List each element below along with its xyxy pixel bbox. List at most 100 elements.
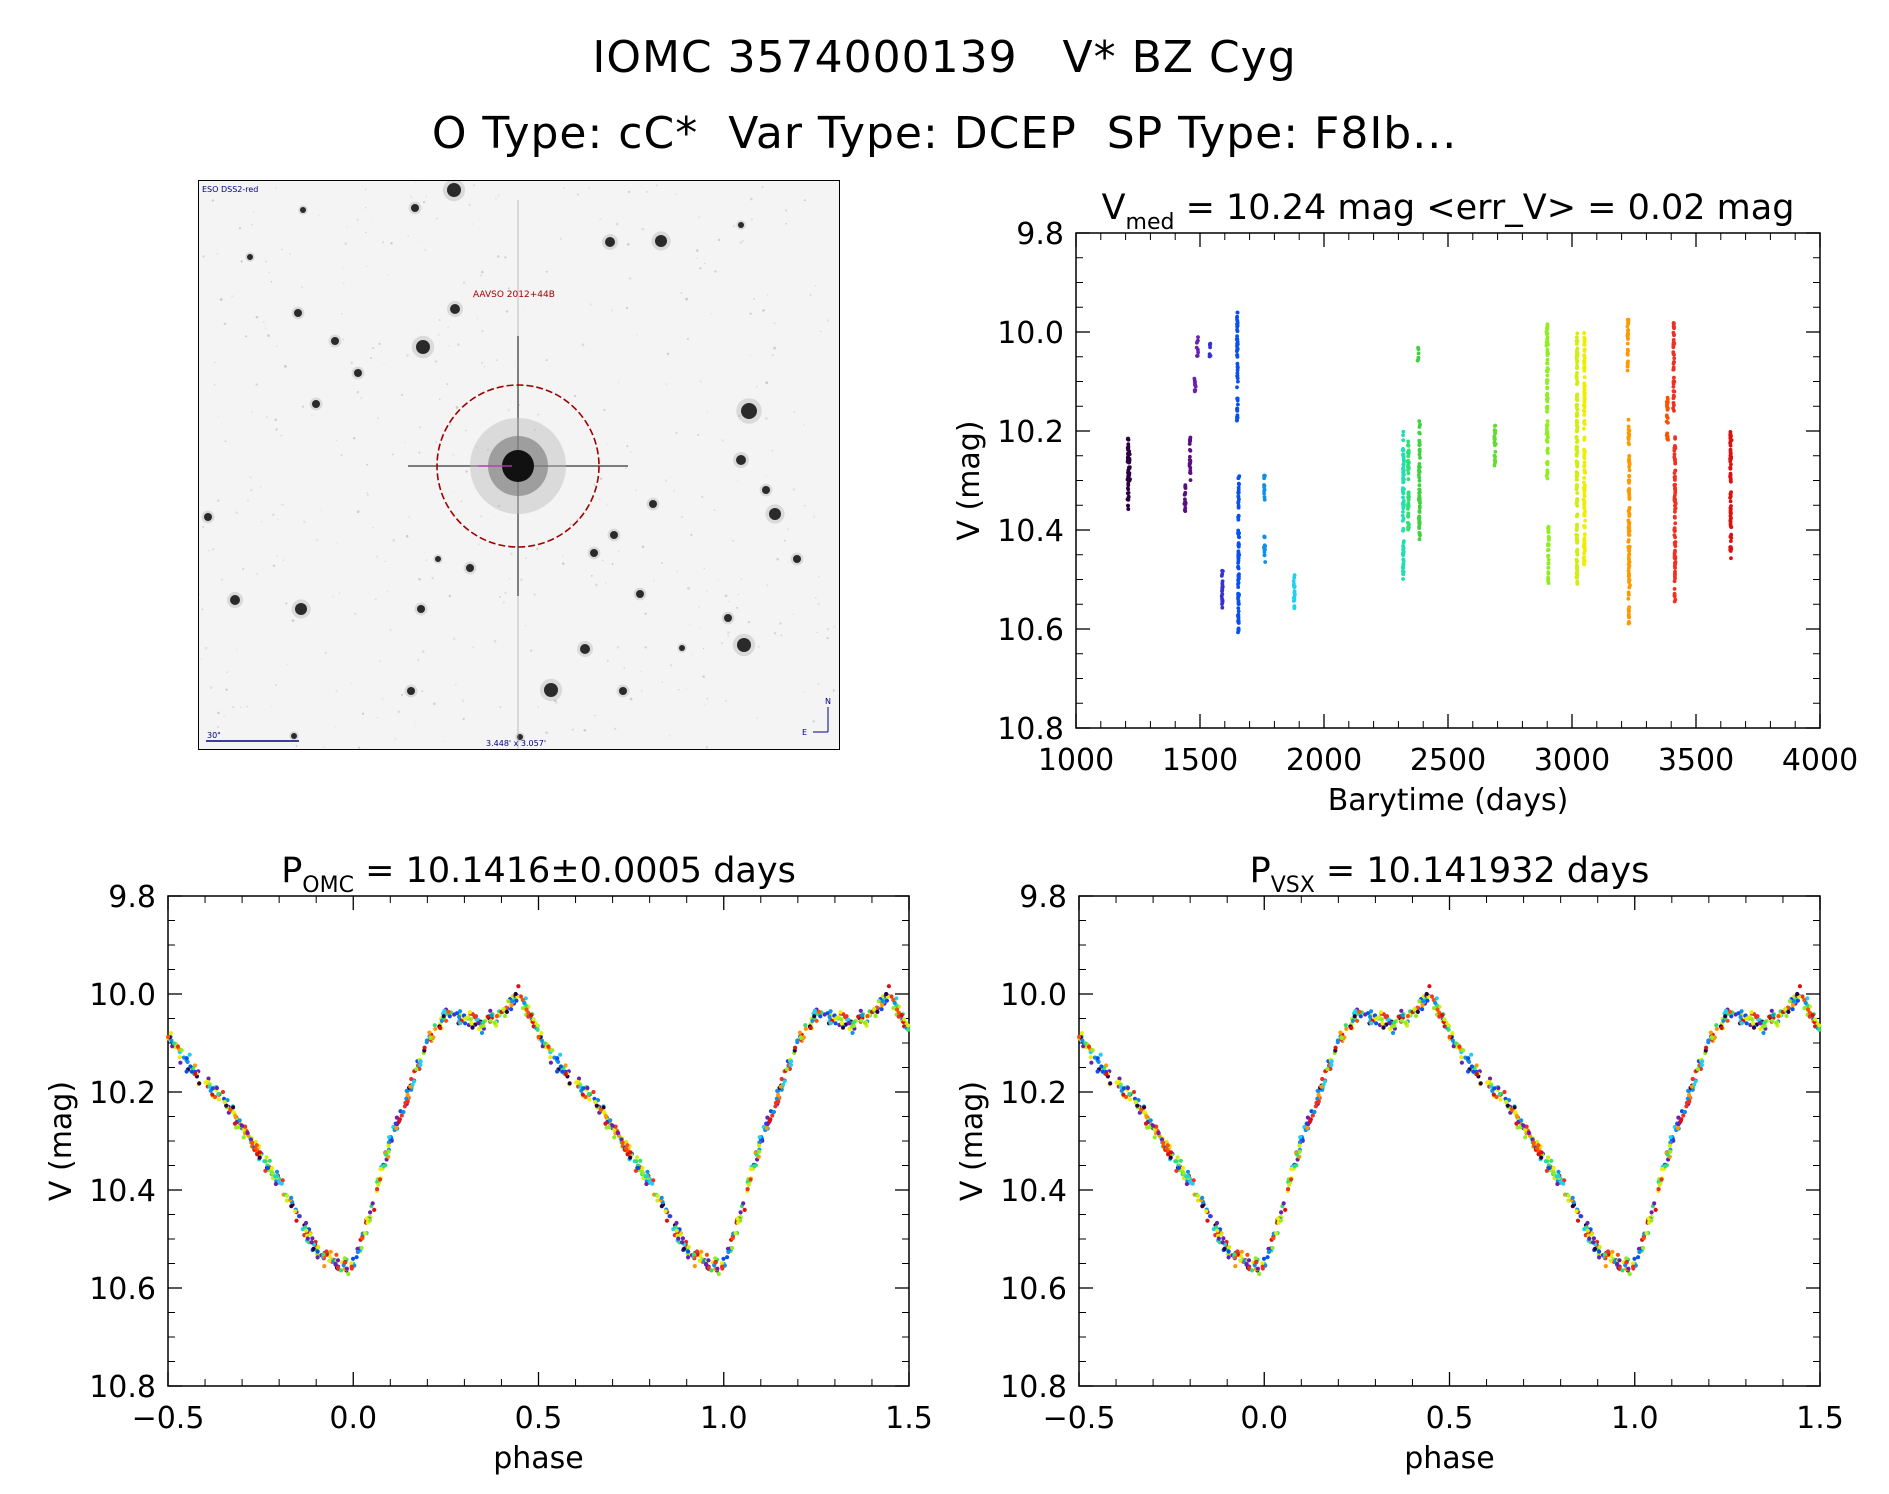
data-point [1582,463,1587,468]
noise-speck [737,593,739,596]
data-point [273,1181,278,1187]
data-point [1262,548,1267,552]
noise-speck [785,222,788,225]
data-point [1671,393,1676,398]
data-point [1308,1117,1313,1122]
noise-speck [817,602,820,606]
data-point [300,1227,305,1232]
data-point [488,1008,493,1013]
noise-speck [217,711,220,715]
data-point [1098,1052,1103,1057]
data-point [402,1104,407,1109]
data-point [1545,385,1549,390]
noise-speck [213,383,216,386]
data-point [1127,1092,1132,1097]
noise-speck [380,350,383,352]
data-point [386,1149,391,1154]
x-tick-label: 1.5 [885,1401,933,1436]
data-point [1562,1178,1567,1183]
noise-speck [698,606,700,608]
data-point [1415,1009,1420,1015]
noise-speck [740,578,743,580]
data-point [560,1069,565,1074]
data-point [504,1009,509,1015]
data-point [1124,1094,1129,1100]
data-point [1492,463,1497,468]
data-point [1583,548,1587,553]
data-point [1803,1000,1808,1006]
data-point [742,1207,747,1212]
noise-speck [376,555,379,558]
data-point [1728,492,1733,496]
data-point [1433,1000,1438,1006]
data-point [828,1021,834,1026]
data-point [1795,991,1800,997]
data-point [305,1236,310,1241]
page-title: IOMC 3574000139 V* BZ Cyg [592,32,1297,83]
data-point [1220,599,1225,603]
data-point [1188,448,1192,452]
noise-speck [274,418,278,422]
noise-speck [576,518,579,521]
data-point [1783,1007,1788,1012]
data-point [1417,491,1421,495]
noise-speck [401,393,404,396]
data-point [1220,605,1225,610]
noise-speck [534,429,536,431]
noise-speck [641,690,643,692]
data-point [601,1110,607,1115]
data-point [1450,1031,1455,1036]
data-point [1545,351,1550,355]
data-point [1672,533,1677,537]
data-point [1401,456,1406,461]
data-point [458,1009,463,1014]
data-point [179,1048,184,1053]
x-tick-label: 3500 [1658,743,1734,778]
data-point [1672,579,1677,584]
data-point [720,1266,725,1271]
data-point [1493,454,1497,459]
data-point [237,1118,242,1123]
data-point [1786,1009,1791,1015]
data-point [1582,447,1586,452]
data-point [1358,1014,1363,1019]
data-point [1575,491,1580,495]
data-point [1401,516,1406,521]
data-point [1416,355,1421,360]
data-point [699,1249,704,1254]
data-point [1545,391,1550,396]
noise-speck [523,741,526,743]
noise-speck [342,267,344,269]
data-point [1545,543,1550,547]
data-point [206,1076,211,1081]
noise-speck [486,448,490,452]
data-point [1546,557,1551,562]
noise-speck [391,453,394,456]
noise-speck [537,413,540,416]
data-point [1582,460,1587,465]
data-point [531,1017,536,1022]
data-point [1575,1218,1581,1223]
noise-speck [625,306,629,310]
data-point [1289,1177,1294,1182]
data-point [1457,1044,1462,1049]
noise-speck [696,249,699,252]
data-point [1374,1016,1379,1021]
data-point [1220,602,1224,606]
noise-speck [613,561,615,563]
data-point [886,984,892,989]
y-tick-label: 10.4 [997,514,1064,549]
noise-speck [405,354,409,357]
data-point [1805,1007,1811,1012]
data-point [1672,333,1676,338]
data-point [1728,522,1733,526]
noise-speck [245,335,248,338]
data-point [674,1220,679,1226]
data-point [1810,1013,1815,1018]
data-point [1417,438,1422,443]
noise-speck [629,697,633,701]
noise-speck [408,516,411,519]
star [636,590,644,598]
data-point [1566,1193,1571,1198]
data-point [1401,528,1405,533]
